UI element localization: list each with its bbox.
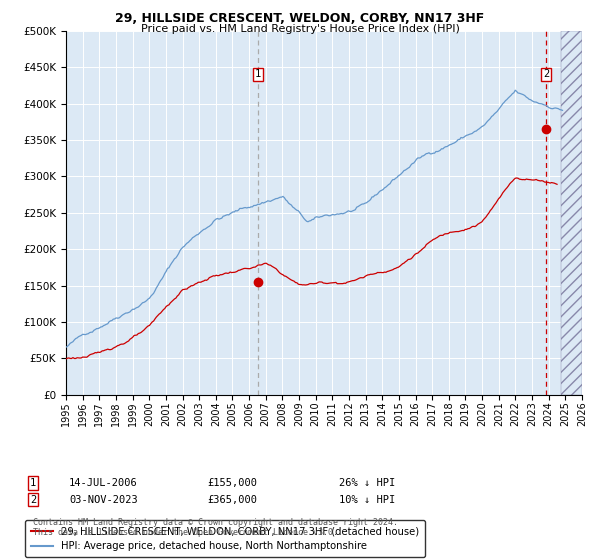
Text: Contains HM Land Registry data © Crown copyright and database right 2024.
This d: Contains HM Land Registry data © Crown c… bbox=[33, 518, 398, 538]
Text: 29, HILLSIDE CRESCENT, WELDON, CORBY, NN17 3HF: 29, HILLSIDE CRESCENT, WELDON, CORBY, NN… bbox=[115, 12, 485, 25]
Legend: 29, HILLSIDE CRESCENT, WELDON, CORBY, NN17 3HF (detached house), HPI: Average pr: 29, HILLSIDE CRESCENT, WELDON, CORBY, NN… bbox=[25, 520, 425, 557]
Text: 03-NOV-2023: 03-NOV-2023 bbox=[69, 494, 138, 505]
Text: £365,000: £365,000 bbox=[207, 494, 257, 505]
Text: £155,000: £155,000 bbox=[207, 478, 257, 488]
Text: 26% ↓ HPI: 26% ↓ HPI bbox=[339, 478, 395, 488]
Text: 14-JUL-2006: 14-JUL-2006 bbox=[69, 478, 138, 488]
FancyBboxPatch shape bbox=[561, 31, 582, 395]
Text: 2: 2 bbox=[543, 69, 549, 80]
Text: 10% ↓ HPI: 10% ↓ HPI bbox=[339, 494, 395, 505]
Text: 2: 2 bbox=[30, 494, 36, 505]
Text: Price paid vs. HM Land Registry's House Price Index (HPI): Price paid vs. HM Land Registry's House … bbox=[140, 24, 460, 34]
Text: 1: 1 bbox=[255, 69, 261, 80]
Text: 1: 1 bbox=[30, 478, 36, 488]
